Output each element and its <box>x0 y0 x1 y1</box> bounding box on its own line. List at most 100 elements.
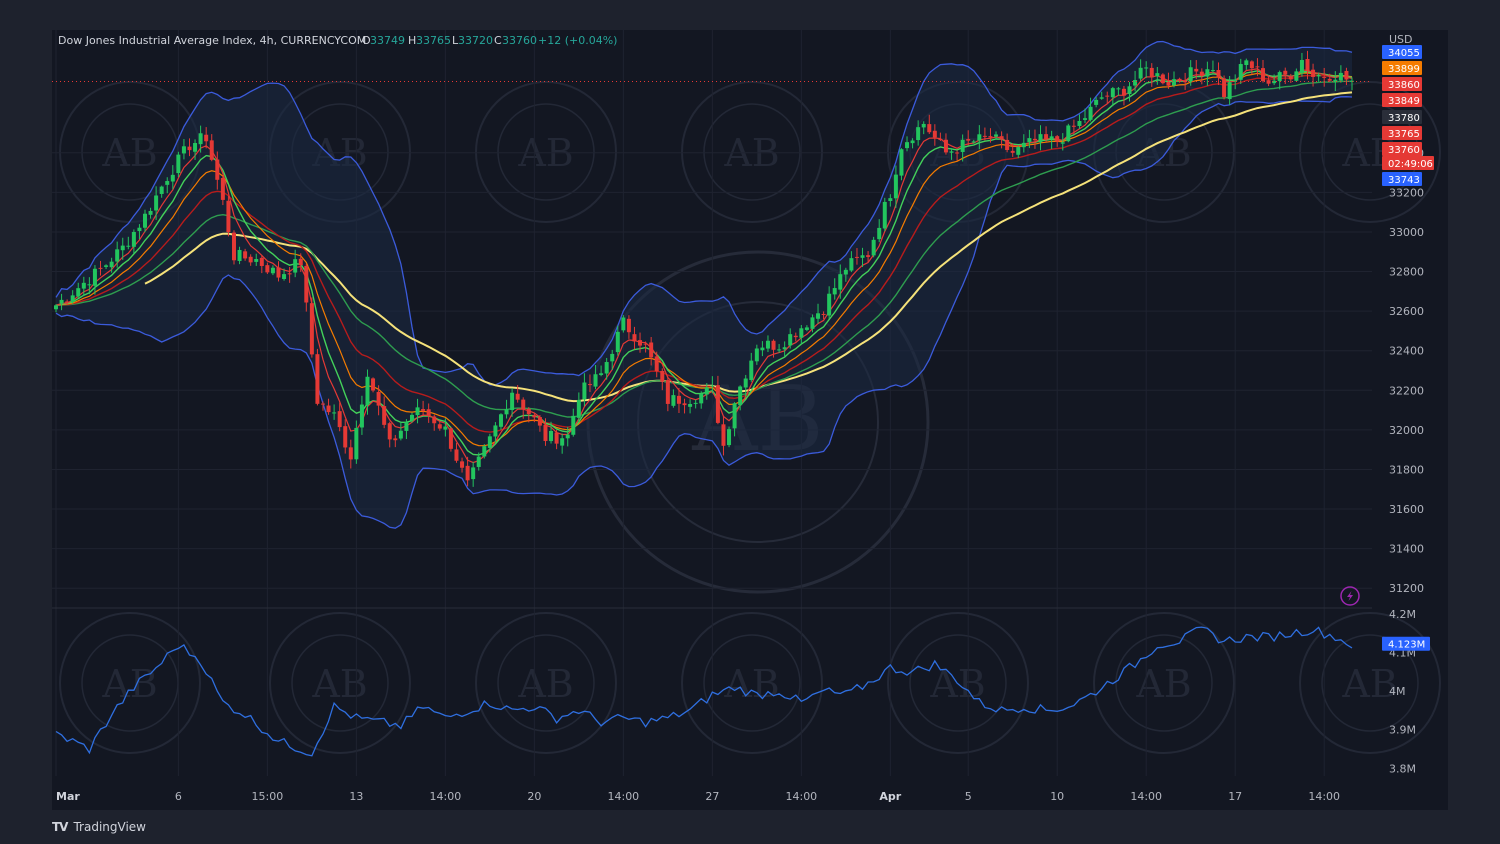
candle <box>1322 67 1327 87</box>
time-tick-label: 14:00 <box>607 790 639 803</box>
currency-label: USD <box>1389 33 1413 46</box>
candle <box>816 303 821 324</box>
price-badge: 33743 <box>1382 172 1422 186</box>
tradingview-brand[interactable]: TV TradingView <box>52 818 146 836</box>
candle <box>1105 91 1110 104</box>
candle <box>1261 59 1266 83</box>
candle <box>1299 52 1304 77</box>
candle <box>159 185 164 198</box>
candle <box>1038 125 1043 151</box>
candle <box>437 421 442 431</box>
candle <box>404 419 409 440</box>
candle <box>615 325 620 356</box>
ma-green-fast <box>55 70 1353 456</box>
candle <box>1188 60 1193 86</box>
candle <box>866 251 871 263</box>
time-tick-label: 5 <box>965 790 972 803</box>
candle <box>332 404 337 420</box>
candle <box>804 325 809 332</box>
candle <box>359 395 364 435</box>
price-badge: 33849 <box>1382 93 1422 107</box>
candle <box>376 385 381 416</box>
candle <box>193 139 198 160</box>
candle <box>1166 72 1171 89</box>
chart-header: Dow Jones Industrial Average Index, 4h, … <box>58 34 617 47</box>
candle <box>782 341 787 357</box>
candle <box>204 127 209 149</box>
candle <box>1060 133 1065 151</box>
volume-badge-label: 4.123M <box>1388 640 1425 651</box>
price-tick-label: 33000 <box>1389 226 1424 239</box>
candle <box>994 131 999 140</box>
price-badge: 34055 <box>1382 45 1422 59</box>
candle <box>426 403 431 423</box>
candle <box>1099 91 1104 100</box>
volume-tick-label: 3.8M <box>1389 762 1416 775</box>
candle <box>1183 72 1188 90</box>
time-tick-label: 20 <box>527 790 541 803</box>
candle <box>87 277 92 295</box>
price-badge-label: 33849 <box>1388 96 1420 107</box>
time-tick-label: 14:00 <box>785 790 817 803</box>
candle <box>1116 86 1121 96</box>
candle <box>949 148 954 160</box>
time-tick-label: 17 <box>1228 790 1242 803</box>
time-axis[interactable]: Mar 6 15:00 13 14:00 20 14:00 27 14:00 Apr 5 10 14:0… <box>56 790 1340 803</box>
candle <box>999 131 1004 149</box>
candle <box>1172 71 1177 88</box>
time-tick-label: Mar <box>56 790 80 803</box>
candle <box>298 253 303 272</box>
candle <box>1066 123 1071 143</box>
candle <box>415 398 420 424</box>
price-axis[interactable]: 31200 31400 31600 31800 32000 32200 32400 32600… <box>1389 147 1424 595</box>
candle <box>276 261 281 282</box>
price-tick-label: 31400 <box>1389 543 1424 556</box>
candle <box>1194 60 1199 80</box>
lightning-icon[interactable] <box>1340 586 1360 606</box>
candle <box>799 325 804 345</box>
candle <box>832 278 837 300</box>
header-low: 33720 <box>458 34 493 47</box>
candle <box>860 247 865 267</box>
candle <box>421 400 426 416</box>
candle <box>398 421 403 441</box>
candle <box>1027 129 1032 149</box>
candle <box>938 132 943 141</box>
candle <box>921 121 926 135</box>
candle <box>882 197 887 232</box>
volume-line <box>55 626 1353 757</box>
candle <box>671 389 676 408</box>
candle <box>187 138 192 157</box>
candle <box>1272 74 1277 86</box>
price-badge-label: 33765 <box>1388 129 1420 140</box>
candle <box>982 127 987 141</box>
price-badge-label: 34055 <box>1388 48 1420 59</box>
bollinger-fill <box>56 41 1352 529</box>
chart-frame[interactable]: ABABABABABABABABABABABABABABAB 312003140… <box>52 30 1448 810</box>
candle <box>243 248 248 261</box>
candle <box>704 383 709 400</box>
candle <box>176 151 181 178</box>
candle <box>871 236 876 258</box>
price-badge: 33760 <box>1382 142 1422 156</box>
candle <box>676 387 681 414</box>
candle <box>432 414 437 431</box>
candle <box>604 357 609 380</box>
price-badge-label: 02:49:06 <box>1388 159 1433 170</box>
watermark-text: AB <box>517 662 573 706</box>
candle <box>343 419 348 454</box>
candle <box>1071 119 1076 135</box>
candle <box>371 377 376 393</box>
price-chart[interactable]: ABABABABABABABABABABABABABABAB 312003140… <box>52 30 1448 810</box>
watermark-text: AB <box>1341 662 1397 706</box>
candle <box>443 418 448 437</box>
candle <box>309 297 314 358</box>
price-tick-label: 32000 <box>1389 424 1424 437</box>
candle <box>231 230 236 265</box>
candle <box>732 402 737 437</box>
moving-averages <box>55 68 1353 464</box>
candle <box>165 177 170 194</box>
candle <box>320 401 325 411</box>
volume-tick-label: 4M <box>1389 685 1406 698</box>
